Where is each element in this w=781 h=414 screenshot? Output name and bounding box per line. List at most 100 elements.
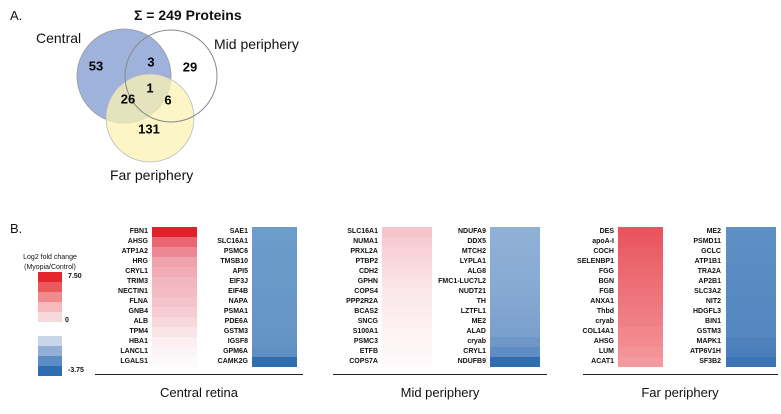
- gene-label: HBA1: [128, 338, 148, 345]
- label-mid-periphery: Mid periphery: [214, 36, 299, 52]
- legend-swatch: [38, 346, 62, 356]
- gene-label: TMSB10: [220, 258, 248, 265]
- group-label: Far periphery: [641, 385, 719, 400]
- gene-label: SLC16A1: [217, 238, 248, 245]
- gene-label: LANCL1: [120, 348, 148, 355]
- gene-label: PDE6A: [224, 318, 248, 325]
- heatmap-cell: [152, 327, 197, 337]
- gene-label: NDUFA9: [457, 228, 486, 235]
- gene-label: PSMA1: [223, 308, 248, 315]
- gene-label: SF3B2: [699, 358, 721, 365]
- heatmap-up-column: [618, 227, 663, 367]
- total-proteins-title: Σ = 249 Proteins: [134, 7, 242, 23]
- gene-label: FGB: [599, 288, 614, 295]
- heatmap-cell: [152, 307, 197, 317]
- legend-title-line1: Log2 fold change: [23, 254, 77, 261]
- heatmap-cell: [252, 307, 297, 317]
- count-central-only: 53: [89, 58, 103, 73]
- gene-label: ME2: [471, 318, 486, 325]
- gene-label: DDX5: [467, 238, 486, 245]
- heatmap-cell: [618, 347, 663, 357]
- gene-label: LZTFL1: [460, 308, 486, 315]
- heatmap-cell: [152, 257, 197, 267]
- heatmap-cell: [726, 327, 776, 337]
- heatmap-cell: [490, 317, 540, 327]
- gene-label: NDUFB9: [457, 358, 486, 365]
- heatmap-cell: [382, 327, 432, 337]
- gene-label: apoA-I: [592, 238, 614, 245]
- gene-label: NUDT21: [458, 288, 486, 295]
- heatmap-cell: [490, 357, 540, 367]
- legend-swatch: [38, 336, 62, 346]
- heatmap-cell: [152, 237, 197, 247]
- gene-label: TRA2A: [697, 268, 721, 275]
- gene-label: FLNA: [129, 298, 148, 305]
- legend-zero: 0: [65, 317, 69, 324]
- color-legend: Log2 fold change (Myopia/Control) 7.50 0…: [0, 250, 100, 380]
- gene-label: ATP1A2: [121, 248, 148, 255]
- gene-label: ALG8: [467, 268, 486, 275]
- group-label: Mid periphery: [400, 385, 480, 400]
- circle-far-periphery: [105, 73, 195, 163]
- gene-label: CRYL1: [125, 268, 148, 275]
- heatmap-cell: [382, 317, 432, 327]
- heatmap-cell: [726, 307, 776, 317]
- heatmap-cell: [490, 347, 540, 357]
- legend-title-line2: (Myopia/Control): [24, 264, 76, 271]
- gene-label: SLC3A2: [694, 288, 721, 295]
- gene-label: FMC1-LUC7L2: [438, 278, 486, 285]
- legend-swatch: [38, 302, 62, 312]
- gene-label: GSTM3: [223, 328, 248, 335]
- heatmap-cell: [726, 287, 776, 297]
- heatmap-cell: [252, 287, 297, 297]
- gene-label: COL14A1: [582, 328, 614, 335]
- count-mid-only: 29: [183, 59, 197, 74]
- heatmap-cell: [252, 317, 297, 327]
- gene-label: GCLC: [701, 248, 721, 255]
- gene-label: LYPLA1: [459, 258, 486, 265]
- legend-swatch: [38, 326, 62, 336]
- count-far-only: 131: [138, 121, 160, 136]
- heatmap-cell: [490, 267, 540, 277]
- heatmap-cell: [490, 287, 540, 297]
- gene-label: LGALS1: [120, 358, 148, 365]
- heatmap-cell: [490, 237, 540, 247]
- heatmap-down-column: [490, 227, 540, 367]
- gene-label: FBN1: [129, 228, 148, 235]
- gene-label: HRG: [132, 258, 148, 265]
- gene-label: NECTIN1: [118, 288, 148, 295]
- gene-label: cryab: [595, 318, 614, 325]
- heatmap-cell: [490, 297, 540, 307]
- gene-label: LUM: [598, 348, 614, 355]
- heatmap-cell: [252, 347, 297, 357]
- gene-label: PSMD11: [693, 238, 721, 245]
- venn-diagram: 53 3 29 26 1 6 131: [76, 28, 218, 163]
- gene-label: GSTM3: [696, 328, 721, 335]
- group-underline: [583, 374, 778, 375]
- gene-label: API5: [232, 268, 248, 275]
- gene-label: AHSG: [593, 338, 614, 345]
- heatmap-cell: [382, 267, 432, 277]
- gene-label: AHSG: [127, 238, 148, 245]
- heatmap-cell: [382, 357, 432, 367]
- heatmap-cell: [382, 227, 432, 237]
- heatmap-cell: [618, 317, 663, 327]
- panel-b-letter: B.: [10, 221, 23, 236]
- heatmap-cell: [252, 277, 297, 287]
- heatmap-cell: [152, 267, 197, 277]
- gene-label: GPHN: [357, 278, 378, 285]
- gene-label: BIN1: [705, 318, 721, 325]
- gene-label: EIF4B: [228, 288, 248, 295]
- gene-label: PSMC3: [353, 338, 378, 345]
- heatmap-up-column: [152, 227, 197, 367]
- legend-max: 7.50: [68, 273, 82, 280]
- gene-label: AP2B1: [698, 278, 721, 285]
- heatmap-cell: [618, 327, 663, 337]
- label-central: Central: [36, 30, 82, 46]
- gene-label: cryab: [467, 338, 486, 345]
- panel-a-letter: A.: [10, 8, 23, 23]
- heatmap-cell: [252, 247, 297, 257]
- heatmap-cell: [490, 327, 540, 337]
- heatmap-cell: [726, 337, 776, 347]
- gene-label: ATP1B1: [694, 258, 721, 265]
